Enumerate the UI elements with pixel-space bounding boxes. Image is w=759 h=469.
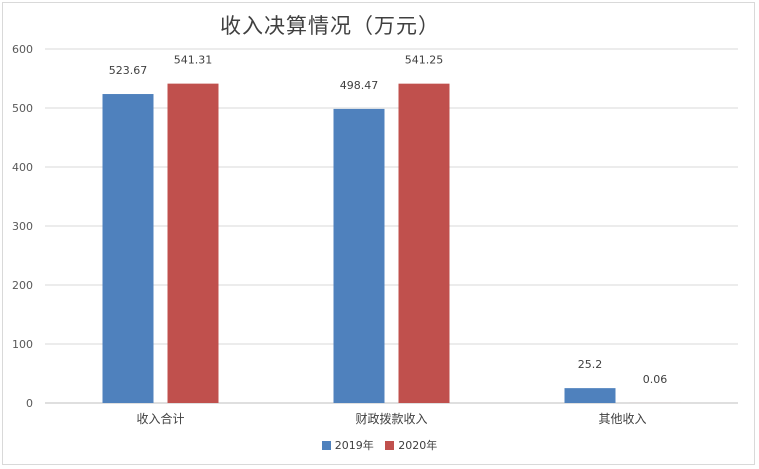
legend: 2019年 2020年	[0, 437, 759, 453]
y-axis-ticks: 0 100 200 300 400 500 600	[12, 43, 33, 410]
chart-title: 收入决算情况（万元）	[220, 14, 440, 38]
y-tick-label: 0	[26, 397, 33, 410]
bars	[102, 83, 681, 403]
data-label: 498.47	[340, 79, 379, 92]
y-tick-label: 300	[12, 220, 33, 233]
bar-2019-1	[333, 108, 385, 403]
y-tick-label: 400	[12, 161, 33, 174]
bar-2020-1	[398, 83, 450, 403]
data-label: 523.67	[109, 64, 148, 77]
legend-item-2019: 2019年	[321, 437, 374, 453]
gridlines	[45, 48, 738, 404]
legend-swatch-2019	[321, 440, 331, 450]
y-tick-label: 200	[12, 279, 33, 292]
bar-2019-0	[102, 94, 154, 403]
data-labels: 523.67 541.31 498.47 541.25 25.2 0.06	[109, 54, 668, 386]
x-category-label: 财政拨款收入	[355, 412, 427, 426]
legend-swatch-2020	[385, 440, 395, 450]
data-label: 0.06	[643, 373, 668, 386]
x-category-label: 收入合计	[136, 411, 184, 426]
data-label: 541.31	[174, 54, 213, 67]
category-labels: 收入合计 财政拨款收入 其他收入	[136, 411, 646, 426]
legend-item-2020: 2020年	[385, 437, 437, 453]
y-tick-label: 100	[12, 338, 33, 351]
bar-2019-2	[564, 388, 616, 403]
legend-label-2019: 2019年	[334, 439, 374, 452]
bar-2020-0	[167, 83, 219, 403]
legend-label-2020: 2020年	[398, 439, 438, 452]
y-tick-label: 500	[12, 102, 33, 115]
x-category-label: 其他收入	[598, 412, 646, 426]
data-label: 25.2	[578, 358, 603, 371]
data-label: 541.25	[405, 54, 444, 67]
y-tick-label: 600	[12, 43, 33, 56]
